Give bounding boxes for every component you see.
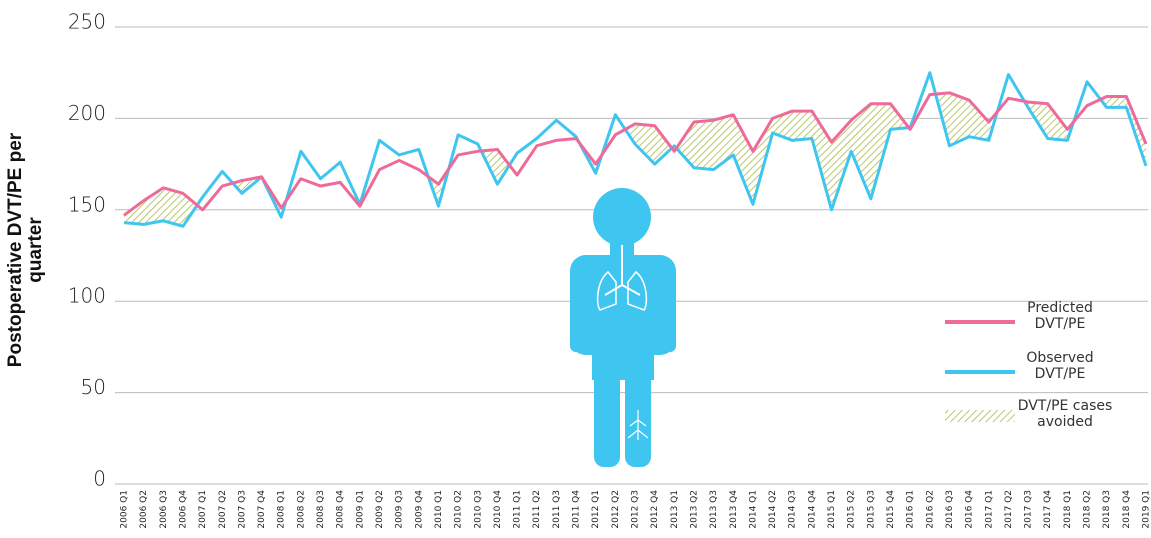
y-tick-label: 250 bbox=[68, 10, 106, 34]
x-tick-label: 2017 Q2 bbox=[1004, 490, 1014, 529]
x-tick-label: 2008 Q3 bbox=[316, 490, 326, 529]
y-tick-label: 50 bbox=[81, 375, 106, 399]
x-tick-label: 2008 Q1 bbox=[277, 490, 287, 529]
x-tick-label: 2006 Q4 bbox=[178, 490, 188, 529]
x-tick-label: 2011 Q1 bbox=[513, 490, 523, 529]
x-tick-label: 2010 Q3 bbox=[473, 490, 483, 529]
x-tick-label: 2009 Q3 bbox=[395, 490, 405, 529]
x-tick-label: 2008 Q2 bbox=[296, 490, 306, 529]
x-tick-label: 2014 Q3 bbox=[788, 490, 798, 529]
x-tick-label: 2015 Q4 bbox=[886, 490, 896, 529]
x-tick-label: 2006 Q2 bbox=[139, 490, 149, 529]
x-tick-label: 2018 Q1 bbox=[1063, 490, 1073, 529]
y-tick-label: 150 bbox=[68, 192, 106, 216]
x-tick-label: 2007 Q2 bbox=[218, 490, 228, 529]
x-tick-label: 2016 Q2 bbox=[925, 490, 935, 529]
x-tick-label: 2012 Q3 bbox=[631, 490, 641, 529]
y-tick-label: 0 bbox=[93, 467, 106, 491]
x-tick-label: 2018 Q3 bbox=[1102, 490, 1112, 529]
x-tick-label: 2014 Q2 bbox=[768, 490, 778, 529]
x-tick-label: 2007 Q4 bbox=[257, 490, 267, 529]
human-figure bbox=[570, 188, 676, 467]
legend-label: Predicted DVT/PE bbox=[1005, 300, 1115, 332]
x-tick-label: 2016 Q1 bbox=[906, 490, 916, 529]
x-tick-label: 2008 Q4 bbox=[336, 490, 346, 529]
legend-label: Observed DVT/PE bbox=[1005, 350, 1115, 382]
x-tick-label: 2010 Q4 bbox=[493, 490, 503, 529]
x-tick-label: 2011 Q3 bbox=[552, 490, 562, 529]
x-tick-label: 2010 Q1 bbox=[434, 490, 444, 529]
x-tick-label: 2011 Q4 bbox=[572, 490, 582, 529]
x-tick-label: 2013 Q4 bbox=[729, 490, 739, 529]
x-tick-label: 2007 Q3 bbox=[237, 490, 247, 529]
chart: 0 50 100 150 200 250 2006 Q1 2006 Q2 2006 Q3 2006… bbox=[0, 0, 1151, 538]
x-tick-label: 2015 Q3 bbox=[866, 490, 876, 529]
x-tick-label: 2013 Q1 bbox=[670, 490, 680, 529]
x-tick-label: 2018 Q4 bbox=[1122, 490, 1132, 529]
x-tick-label: 2018 Q2 bbox=[1083, 490, 1093, 529]
x-tick-label: 2016 Q3 bbox=[945, 490, 955, 529]
x-tick-label: 2013 Q3 bbox=[709, 490, 719, 529]
x-tick-label: 2015 Q2 bbox=[847, 490, 857, 529]
x-tick-label: 2006 Q3 bbox=[159, 490, 169, 529]
x-tick-label: 2009 Q2 bbox=[375, 490, 385, 529]
page: 0 50 100 150 200 250 2006 Q1 2006 Q2 2006 Q3 2006… bbox=[0, 0, 1151, 538]
x-tick-label: 2009 Q1 bbox=[355, 490, 365, 529]
legend-label: DVT/PE cases avoided bbox=[1015, 398, 1115, 430]
x-tick-label: 2012 Q2 bbox=[611, 490, 621, 529]
x-tick-label: 2017 Q3 bbox=[1024, 490, 1034, 529]
x-tick-label: 2013 Q2 bbox=[689, 490, 699, 529]
x-tick-label: 2011 Q2 bbox=[532, 490, 542, 529]
x-tick-label: 2006 Q1 bbox=[120, 490, 130, 529]
x-tick-label: 2014 Q1 bbox=[748, 490, 758, 529]
x-tick-label: 2014 Q4 bbox=[807, 490, 817, 529]
x-tick-label: 2016 Q4 bbox=[965, 490, 975, 529]
x-tick-label: 2010 Q2 bbox=[454, 490, 464, 529]
legend-swatch bbox=[945, 410, 1015, 422]
x-tick-label: 2012 Q1 bbox=[591, 490, 601, 529]
x-tick-label: 2009 Q4 bbox=[414, 490, 424, 529]
x-tick-label: 2019 Q1 bbox=[1142, 490, 1151, 529]
y-tick-label: 100 bbox=[68, 284, 106, 308]
x-tick-label: 2012 Q4 bbox=[650, 490, 660, 529]
x-tick-label: 2007 Q1 bbox=[198, 490, 208, 529]
x-tick-label: 2015 Q1 bbox=[827, 490, 837, 529]
y-tick-label: 200 bbox=[68, 101, 106, 125]
x-tick-label: 2017 Q1 bbox=[984, 490, 994, 529]
x-tick-label: 2017 Q4 bbox=[1043, 490, 1053, 529]
y-axis-label: Postoperative DVT/PE per quarter bbox=[6, 100, 46, 400]
